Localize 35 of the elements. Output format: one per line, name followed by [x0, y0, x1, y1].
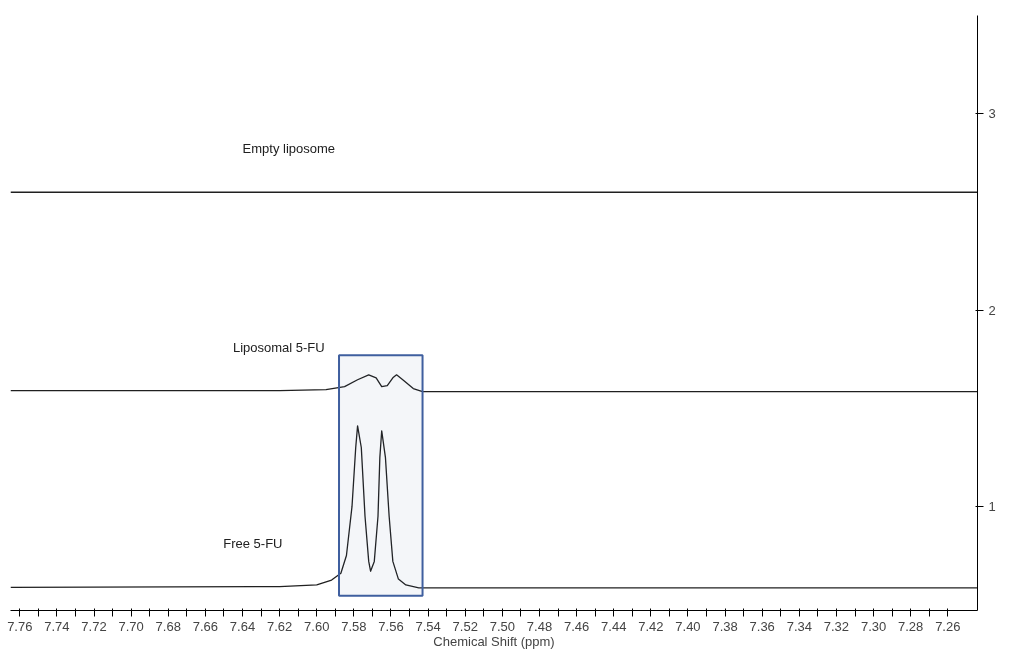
x-tick-label: 7.60	[304, 618, 330, 634]
x-tick-label: 7.36	[749, 618, 775, 634]
text: Liposomal 5-FU	[232, 339, 325, 355]
x-tick-label: 7.58	[341, 618, 367, 634]
x-tick-label: 7.76	[7, 618, 33, 634]
x-tick-label: 7.44	[601, 618, 627, 634]
x-tick-label: 7.54	[415, 618, 441, 634]
x-tick-label: 7.46	[563, 618, 590, 634]
x-tick-label: 7.42	[638, 618, 664, 634]
x-tick-label: 7.68	[155, 618, 181, 634]
x-tick-label: 7.56	[378, 618, 404, 634]
y-tick-label: 1	[988, 498, 996, 514]
x-tick-label: 7.30	[860, 618, 887, 634]
x-tick-label: 7.28	[898, 618, 924, 634]
x-tick-label: 7.52	[452, 618, 478, 634]
text: Free 5-FU	[223, 536, 283, 552]
x-tick-label: 7.64	[229, 618, 256, 634]
x-tick-label: 7.34	[786, 618, 812, 634]
x-tick-label: 7.40	[675, 618, 701, 634]
x-tick-label: 7.66	[192, 618, 219, 634]
x-tick-label: 7.26	[935, 618, 961, 634]
x-tick-label: 7.74	[44, 618, 70, 634]
x-tick-label: 7.62	[266, 618, 293, 634]
x-tick-label: 7.48	[526, 618, 553, 634]
text: Empty liposome	[242, 141, 336, 157]
y-tick-label: 3	[988, 106, 996, 122]
x-tick-label: 7.70	[118, 618, 144, 634]
x-tick-label: 7.38	[712, 618, 738, 634]
x-tick-label: 7.32	[823, 618, 850, 634]
x-tick-label: 7.72	[81, 618, 107, 634]
line-series	[10, 425, 978, 589]
line-series	[10, 374, 978, 393]
x-axis-title: Chemical Shift (ppm)	[433, 633, 555, 649]
y-tick-label: 2	[988, 302, 996, 318]
x-tick-label: 7.50	[489, 618, 516, 634]
